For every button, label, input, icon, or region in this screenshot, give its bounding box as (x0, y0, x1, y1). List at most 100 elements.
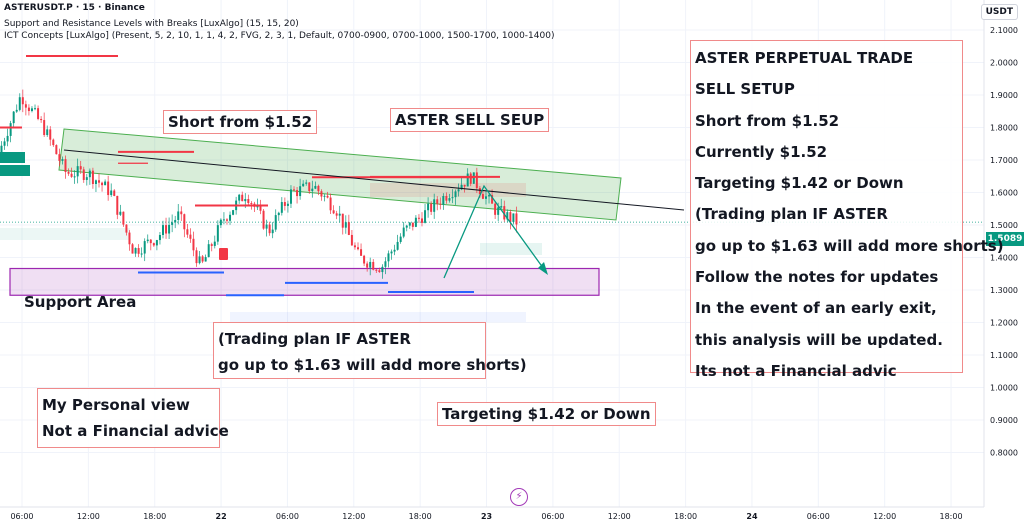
wick-label-bg (0, 152, 25, 163)
candle-body (189, 234, 192, 239)
note-short-from[interactable]: Short from $1.52 (163, 110, 318, 134)
candle-body (241, 194, 244, 202)
summary-line: Follow the notes for updates (695, 268, 939, 287)
candle-body (393, 249, 396, 252)
candle (311, 180, 314, 198)
candle-body (326, 195, 329, 198)
candle-body (110, 190, 113, 196)
candle (158, 231, 161, 245)
candle-body (76, 166, 79, 177)
candle-body (515, 213, 518, 225)
candle (253, 201, 256, 212)
candle-body (149, 239, 152, 244)
candle-body (177, 211, 180, 220)
note-support-area[interactable]: Support Area (24, 293, 137, 311)
candle-body (155, 240, 158, 246)
liquidity-zone (230, 312, 526, 322)
candle (116, 195, 119, 220)
candle-body (128, 232, 131, 245)
indicator-legend-ict[interactable]: ICT Concepts [LuxAlgo] (Present, 5, 2, 1… (4, 31, 555, 41)
candle-body (469, 173, 472, 184)
candle (454, 189, 457, 205)
candle (344, 215, 347, 234)
candle (49, 126, 52, 146)
candle-body (12, 111, 15, 124)
candle-body (341, 213, 344, 228)
candle-body (353, 245, 356, 248)
price-tick-label: 1.4000 (990, 254, 1018, 263)
candle-body (131, 244, 134, 254)
currency-label[interactable]: USDT (980, 4, 1018, 20)
candle-body (9, 123, 12, 136)
candle-body (216, 225, 219, 242)
candle-body (451, 197, 454, 199)
candle-body (229, 214, 232, 221)
note-sell-setup[interactable]: ASTER SELL SEUP (390, 108, 550, 132)
sell-channel-zone (58, 128, 622, 221)
candle (140, 247, 143, 258)
candle-body (24, 104, 27, 108)
candle-body (363, 255, 366, 264)
candle (70, 167, 73, 178)
candle (67, 168, 70, 176)
candle (98, 173, 101, 188)
candle-body (293, 189, 296, 191)
candle (177, 204, 180, 225)
summary-line: this analysis will be updated. (695, 330, 943, 349)
candle (155, 239, 158, 251)
candle (402, 221, 405, 239)
chart-symbol-title[interactable]: ASTERUSDT.P · 15 · Binance (4, 3, 145, 13)
candle-body (6, 135, 9, 142)
chart-overlays (0, 55, 685, 297)
candle-body (104, 181, 107, 186)
candle-body (454, 191, 457, 198)
candle (509, 209, 512, 230)
candle (219, 218, 222, 228)
candle (30, 106, 33, 113)
candle (222, 212, 225, 225)
candle-body (503, 206, 506, 220)
time-tick-label: 22 (216, 512, 227, 521)
candle-body (195, 250, 198, 264)
indicator-legend-sr[interactable]: Support and Resistance Levels with Break… (4, 19, 299, 29)
candle-body (384, 261, 387, 267)
projection-arrowhead (538, 262, 548, 275)
candle-body (34, 108, 37, 110)
candle (131, 242, 134, 254)
time-tick-label: 12:00 (77, 512, 100, 521)
candle-body (247, 199, 250, 204)
candle (320, 189, 323, 201)
candle (137, 244, 140, 258)
candle (52, 138, 55, 147)
candle (366, 261, 369, 272)
summary-line: (Trading plan IF ASTER (695, 205, 888, 224)
candle-body (366, 263, 369, 268)
note-personal-view[interactable]: My Personal view Not a Financial advice (37, 388, 229, 448)
candle (277, 211, 280, 221)
candle (299, 178, 302, 200)
note-targeting[interactable]: Targeting $1.42 or Down (437, 402, 656, 426)
candle-body (381, 266, 384, 273)
candle (512, 213, 515, 225)
note-trade-summary[interactable]: ASTER PERPETUAL TRADE SELL SETUP Short f… (690, 40, 1004, 380)
candle (405, 224, 408, 232)
candle (475, 167, 478, 194)
summary-line: ASTER PERPETUAL TRADE (695, 49, 914, 67)
summary-line: Short from $1.52 (695, 111, 840, 130)
candle (469, 172, 472, 187)
candle (128, 230, 131, 251)
candle-body (357, 247, 360, 250)
candle-body (405, 225, 408, 228)
candle (94, 179, 97, 193)
candle-body (58, 154, 61, 161)
candle (286, 200, 289, 213)
price-tick-label: 1.1000 (990, 351, 1018, 360)
candle-body (305, 182, 308, 184)
candle-body (15, 109, 18, 112)
candle-body (52, 139, 55, 146)
candle (247, 194, 250, 206)
note-trading-plan[interactable]: (Trading plan IF ASTER go up to $1.63 wi… (213, 322, 527, 379)
lightning-icon[interactable]: ⚡ (510, 488, 528, 506)
candle-body (61, 159, 64, 161)
time-tick-label: 06:00 (541, 512, 564, 521)
